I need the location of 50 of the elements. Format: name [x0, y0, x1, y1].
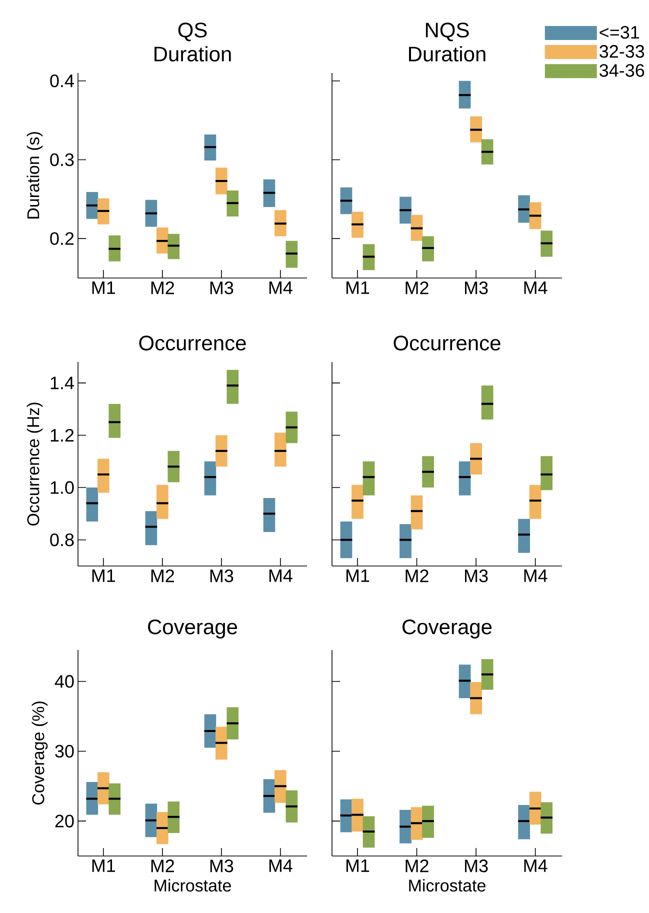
chart-subtitle: Duration	[409, 46, 486, 62]
x-tick-label: M3	[210, 570, 234, 582]
x-tick-label: M1	[346, 570, 370, 582]
chart-title: Coverage	[402, 619, 492, 638]
x-tick-label: M3	[465, 860, 488, 872]
x-tick-label: M4	[269, 570, 292, 582]
x-tick-label: M3	[465, 570, 488, 582]
chart-title: NQS	[426, 22, 469, 42]
y-tick-label: 0.4	[50, 74, 74, 88]
y-axis-title: Duration (s)	[26, 132, 43, 218]
x-tick-label: M4	[269, 860, 292, 872]
x-tick-label: M2	[406, 570, 428, 582]
y-tick-label: 1.2	[50, 428, 74, 442]
x-tick-label: M3	[465, 282, 488, 294]
x-tick-label: M3	[210, 282, 234, 294]
x-tick-label: M4	[524, 570, 548, 582]
y-tick-label: 0.8	[50, 533, 74, 546]
x-tick-label: M1	[92, 860, 115, 872]
x-tick-label: M2	[151, 860, 174, 872]
y-tick-label: 0.2	[50, 232, 74, 245]
y-tick-label: 40	[54, 675, 74, 688]
chart-subtitle: Duration	[154, 46, 231, 62]
x-tick-label: M4	[524, 282, 548, 294]
chart-title: Coverage	[148, 619, 238, 638]
x-tick-label: M1	[346, 860, 370, 872]
y-tick-label: 1.0	[50, 481, 74, 494]
legend-label: 32-33	[600, 45, 644, 58]
x-tick-label: M2	[406, 860, 428, 872]
x-tick-label: M4	[269, 282, 292, 294]
legend-label: <=31	[600, 26, 640, 39]
y-axis-title: Occurrence (Hz)	[26, 402, 43, 526]
x-tick-label: M2	[151, 570, 174, 582]
y-tick-label: 0.3	[50, 153, 74, 166]
legend-label: 34-36	[600, 64, 644, 77]
x-tick-label: M3	[210, 860, 234, 872]
chart-title: Occurrence	[394, 336, 500, 350]
y-tick-label: 20	[55, 814, 74, 828]
x-tick-label: M1	[346, 282, 370, 294]
x-tick-label: M1	[92, 570, 115, 582]
y-axis-title: Coverage (%)	[32, 702, 48, 805]
x-tick-label: M1	[92, 282, 115, 294]
x-axis-title: Microstate	[409, 879, 486, 892]
chart-title: QS	[178, 22, 207, 42]
x-tick-label: M2	[151, 282, 174, 294]
y-tick-label: 1.4	[50, 376, 74, 390]
y-tick-label: 30	[55, 744, 74, 758]
x-axis-title: Microstate	[154, 879, 231, 892]
x-tick-label: M2	[406, 282, 428, 294]
chart-title: Occurrence	[139, 336, 246, 350]
x-tick-label: M4	[524, 860, 548, 872]
